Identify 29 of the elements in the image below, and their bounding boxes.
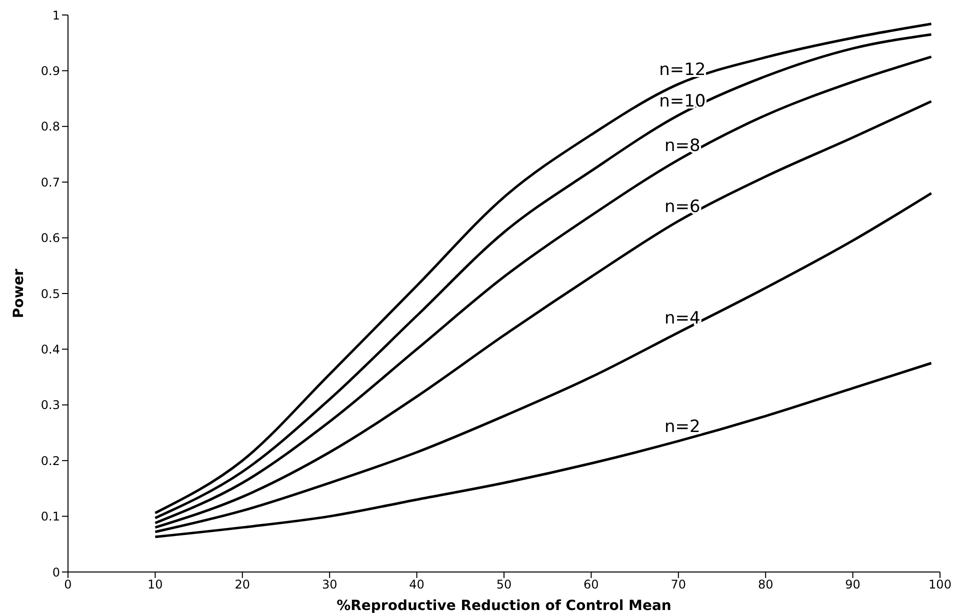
y-tick-label: 0.3	[40, 398, 60, 412]
x-tick-label: 30	[322, 578, 338, 592]
y-tick-label: 0.6	[40, 231, 60, 246]
x-tick-label: 100	[928, 578, 952, 592]
series-label: n=2	[664, 417, 700, 438]
y-tick-label: 0.5	[40, 286, 60, 301]
y-tick-label: 0.4	[40, 342, 60, 356]
y-tick-label: 0	[52, 565, 60, 580]
y-tick-label: 0.2	[40, 454, 60, 468]
y-tick-label: 0.8	[40, 120, 60, 134]
x-tick-label: 80	[758, 578, 774, 592]
x-tick-label: 70	[670, 578, 686, 592]
series-label: n=4	[664, 308, 700, 328]
line-series	[154, 362, 933, 538]
x-tick-label: 20	[234, 578, 250, 592]
y-axis-title: Power	[10, 268, 27, 318]
x-axis-title: %Reproductive Reduction of Control Mean	[336, 598, 672, 614]
series-label: n=12	[659, 60, 706, 80]
x-tick-label: 60	[584, 578, 599, 592]
x-tick-label: 0	[64, 578, 72, 592]
x-tick-label: 90	[845, 578, 860, 592]
x-tick-label: 40	[409, 578, 424, 592]
x-tick-label: 50	[496, 578, 512, 592]
y-tick-label: 0.9	[40, 64, 60, 78]
y-tick-label: 1	[52, 8, 60, 22]
y-tick-label: 0.1	[40, 510, 60, 524]
x-tick-label: 10	[148, 578, 163, 592]
y-tick-label: 0.7	[40, 175, 60, 190]
series-label: n=10	[659, 91, 706, 112]
